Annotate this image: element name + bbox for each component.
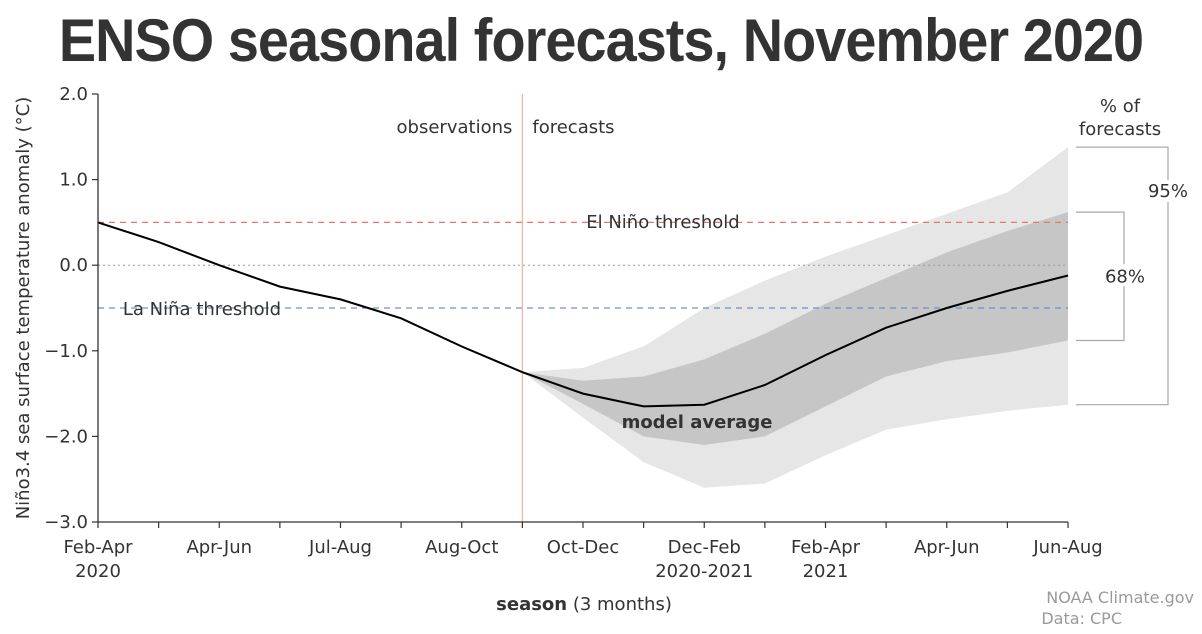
legend-title-line1: % of [1100, 96, 1141, 117]
x-tick-label: Feb-Apr [791, 537, 861, 558]
model-average-series [97, 221, 1069, 408]
credit-line-2: Data: CPC [1041, 609, 1122, 628]
axes: 2.0 1.0 0.0 −1.0 −2.0 −3.0 Feb-Apr 2020 Apr-Jun J… [13, 84, 1103, 615]
forecast-bands [522, 147, 1068, 488]
y-tick-label: 1.0 [59, 170, 88, 191]
x-tick-label: Dec-Feb [668, 537, 741, 558]
legend-68-label: 68% [1105, 266, 1145, 287]
x-tick-label: Aug-Oct [425, 537, 498, 558]
credit-line-1: NOAA Climate.gov [1046, 588, 1194, 607]
legend-title-line2: forecasts [1079, 119, 1161, 140]
x-tick-sublabel: 2020 [75, 561, 121, 582]
x-axis-title-rest: (3 months) [567, 594, 672, 615]
label-95-backdrop [1148, 180, 1188, 202]
chart-title: ENSO seasonal forecasts, November 2020 [58, 7, 1144, 74]
y-tick-label: 2.0 [59, 84, 88, 105]
x-tick-label: Oct-Dec [547, 537, 619, 558]
el-nino-threshold-label: El Niño threshold [586, 212, 739, 233]
x-tick-sublabel: 2020-2021 [655, 561, 753, 582]
y-tick-label: 0.0 [59, 255, 88, 276]
x-tick-label: Jul-Aug [308, 537, 372, 558]
x-axis-title: season (3 months) [496, 594, 672, 615]
band-68-percent [522, 212, 1068, 445]
model-average-line [97, 221, 1069, 408]
y-tick-label: −3.0 [44, 512, 88, 533]
x-tick-label: Apr-Jun [914, 537, 980, 558]
y-axis-title: Niño3.4 sea surface temperature anomaly … [13, 97, 34, 520]
x-tick-label: Feb-Apr [63, 537, 133, 558]
la-nina-threshold-label: La Niña threshold [123, 299, 281, 320]
x-axis-title-bold: season [496, 594, 567, 615]
y-tick-label: −2.0 [44, 426, 88, 447]
y-tick-label: −1.0 [44, 341, 88, 362]
legend-95-label: 95% [1148, 181, 1188, 202]
bracket-95-percent [1076, 146, 1169, 406]
reference-lines [98, 94, 1068, 522]
annotations: observations forecasts El Niño threshold La… [123, 117, 1194, 628]
label-68-backdrop [1104, 264, 1144, 287]
x-tick-sublabel: 2021 [803, 561, 849, 582]
model-average-label: model average [622, 412, 773, 433]
x-tick-label: Jun-Aug [1032, 537, 1102, 558]
x-tick-label: Apr-Jun [186, 537, 252, 558]
observations-label: observations [397, 117, 513, 138]
forecasts-label: forecasts [532, 117, 614, 138]
